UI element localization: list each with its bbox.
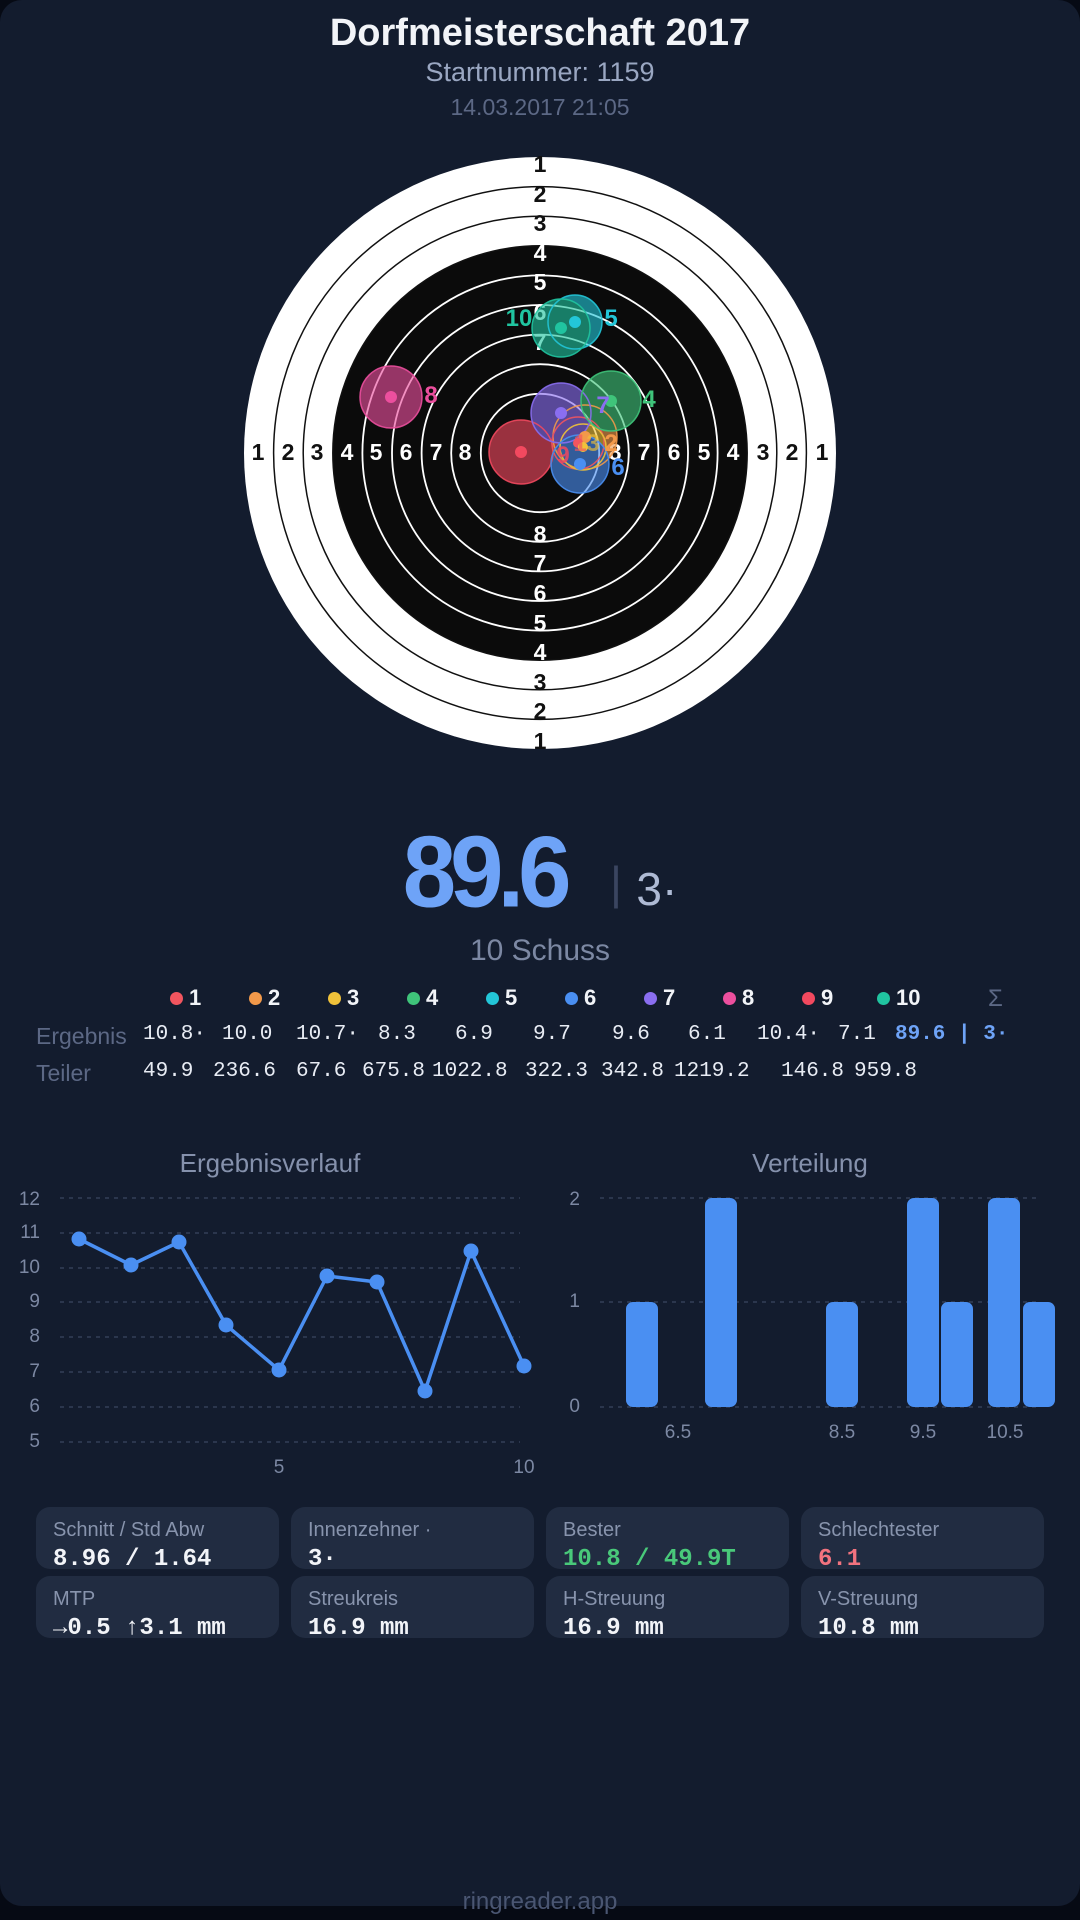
svg-text:2: 2: [534, 181, 547, 207]
svg-text:3: 3: [586, 430, 599, 457]
svg-text:10: 10: [19, 1257, 40, 1278]
svg-text:1: 1: [534, 728, 547, 754]
svg-text:8: 8: [29, 1326, 40, 1347]
svg-text:5: 5: [29, 1431, 40, 1452]
svg-text:3: 3: [757, 439, 770, 465]
svg-text:10: 10: [513, 1457, 534, 1478]
svg-text:12: 12: [19, 1189, 40, 1210]
svg-text:8: 8: [459, 439, 472, 465]
svg-text:7: 7: [596, 392, 609, 419]
svg-text:6: 6: [611, 454, 624, 481]
svg-text:0: 0: [569, 1396, 580, 1417]
svg-text:10: 10: [506, 305, 533, 332]
svg-text:6: 6: [29, 1396, 40, 1417]
svg-text:9: 9: [556, 442, 569, 469]
svg-text:6: 6: [534, 580, 547, 606]
svg-text:5: 5: [534, 610, 547, 636]
svg-text:2: 2: [786, 439, 799, 465]
svg-text:7: 7: [534, 550, 547, 576]
svg-text:4: 4: [534, 639, 547, 665]
svg-text:1: 1: [816, 439, 829, 465]
svg-text:1: 1: [569, 1291, 580, 1312]
svg-text:7: 7: [638, 439, 651, 465]
svg-text:5: 5: [274, 1457, 285, 1478]
svg-text:6.5: 6.5: [665, 1422, 691, 1443]
svg-text:1: 1: [573, 430, 586, 457]
svg-text:2: 2: [604, 430, 617, 457]
svg-text:8: 8: [534, 521, 547, 547]
svg-text:4: 4: [534, 240, 547, 266]
svg-text:5: 5: [370, 439, 383, 465]
svg-text:2: 2: [282, 439, 295, 465]
svg-text:7: 7: [430, 439, 443, 465]
svg-text:9: 9: [29, 1291, 40, 1312]
svg-text:7: 7: [29, 1361, 40, 1382]
svg-text:6: 6: [400, 439, 413, 465]
svg-text:1: 1: [252, 439, 265, 465]
svg-text:6: 6: [668, 439, 681, 465]
svg-text:10.5: 10.5: [987, 1422, 1024, 1443]
svg-text:4: 4: [642, 386, 656, 413]
svg-text:4: 4: [727, 439, 740, 465]
svg-text:5: 5: [698, 439, 711, 465]
svg-text:2: 2: [569, 1189, 580, 1210]
svg-text:9.5: 9.5: [910, 1422, 936, 1443]
svg-text:1: 1: [534, 151, 547, 177]
svg-text:11: 11: [20, 1222, 40, 1243]
svg-text:5: 5: [604, 305, 617, 332]
svg-text:2: 2: [534, 698, 547, 724]
svg-text:8: 8: [424, 382, 437, 409]
svg-text:3: 3: [311, 439, 324, 465]
svg-text:8.5: 8.5: [829, 1422, 855, 1443]
svg-text:3: 3: [534, 210, 547, 236]
svg-text:3: 3: [534, 669, 547, 695]
svg-text:5: 5: [534, 269, 547, 295]
svg-text:4: 4: [341, 439, 354, 465]
